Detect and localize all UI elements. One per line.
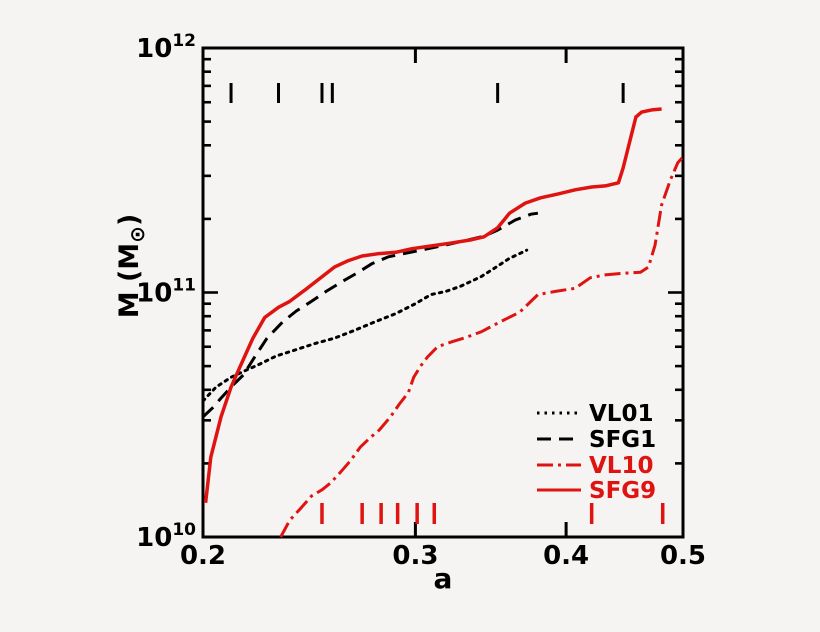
y-axis-label: M (M⊙) <box>114 214 149 319</box>
x-tick-label-0.5: 0.5 <box>660 541 706 571</box>
y-tick-label-1e10: 1010 <box>136 520 196 553</box>
curve-VL10 <box>279 157 684 538</box>
x-tick-label-0.4: 0.4 <box>543 541 589 571</box>
legend-label-VL01: VL01 <box>589 401 653 427</box>
curve-VL01 <box>201 248 529 403</box>
x-axis-ticks <box>413 48 568 537</box>
curve-SFG9 <box>203 107 662 503</box>
legend-label-VL10: VL10 <box>589 453 653 479</box>
x-axis-label: a <box>434 562 453 595</box>
legend-label-SFG1: SFG1 <box>589 427 656 453</box>
x-tick-label-0.2: 0.2 <box>180 541 226 571</box>
curve-SFG1 <box>201 211 539 418</box>
x-tick-label-0.3: 0.3 <box>392 541 438 571</box>
merger-ticks-top <box>229 83 625 103</box>
y-tick-label-1e12: 1012 <box>136 31 196 64</box>
legend-label-SFG9: SFG9 <box>589 478 656 504</box>
y-tick-label-1e11: 1011 <box>136 276 196 309</box>
merger-ticks-bottom <box>320 503 665 524</box>
